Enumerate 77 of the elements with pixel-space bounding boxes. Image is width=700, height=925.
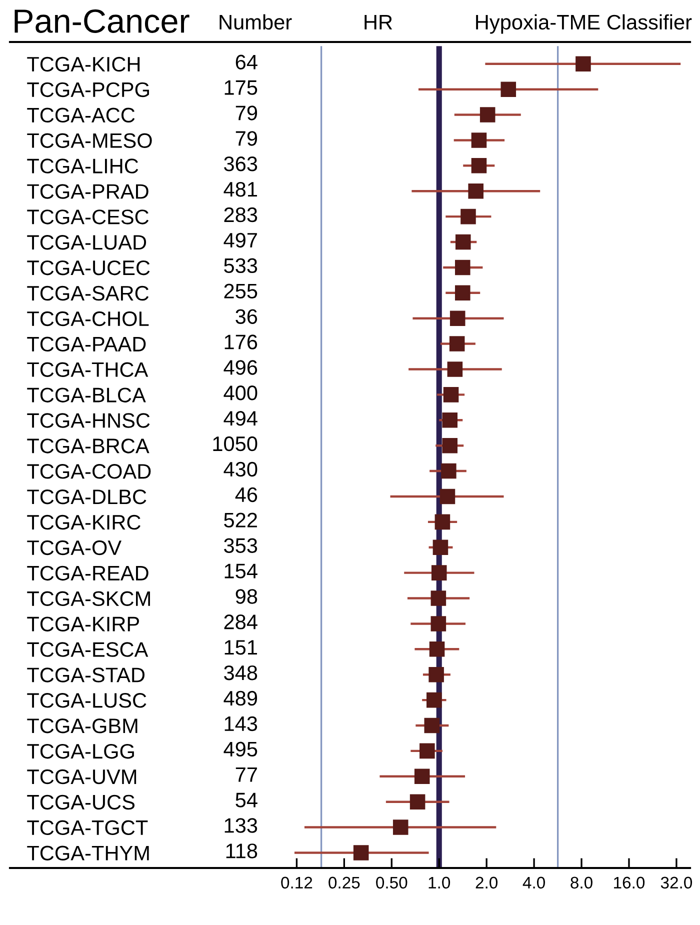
y2-tick-label: 175 — [224, 80, 258, 95]
chart-title: Hypoxia-TME Classifier — [476, 14, 692, 34]
y2-tick-label: 79 — [236, 106, 258, 120]
y2-tick-label: 348 — [224, 665, 258, 680]
x-tick-label: 32.0 — [660, 876, 692, 889]
y-tick-label: TCGA-KIRP — [27, 616, 139, 632]
x-tick-label: 2.0 — [476, 876, 498, 889]
y-tick-label: TCGA-DLBC — [27, 489, 146, 504]
y-tick-label: TCGA-LGG — [27, 744, 134, 759]
y-tick-label: TCGA-BRCA — [27, 438, 150, 454]
y2-tick-label: 54 — [236, 792, 258, 808]
y-tick-label: TCGA-BLCA — [27, 388, 146, 402]
y-tick-label: TCGA-KICH — [27, 56, 140, 72]
y2-tick-label: 283 — [224, 207, 258, 222]
y-tick-label: TCGA-UCEC — [27, 260, 150, 276]
y2-tick-label: 79 — [236, 131, 258, 146]
y-tick-label: TCGA-UVM — [27, 769, 136, 784]
y2-tick-label: 497 — [224, 232, 257, 248]
x-tick-label: 1.0 — [428, 876, 450, 889]
y-tick-label: TCGA-OV — [27, 540, 122, 556]
y-tick-label: TCGA-ESCA — [27, 642, 148, 657]
y-axis-title: Pan-Cancer — [14, 9, 190, 33]
y2-tick-label: 143 — [224, 716, 258, 732]
y2-tick-label: 284 — [224, 614, 258, 630]
y-tick-label: TCGA-COAD — [27, 464, 151, 479]
y2-axis-title: Number — [220, 14, 292, 30]
y-tick-label: TCGA-PRAD — [27, 184, 148, 199]
y2-tick-label: 400 — [224, 386, 258, 400]
y2-tick-label: 494 — [224, 410, 258, 426]
y-tick-label: TCGA-GBM — [27, 718, 138, 734]
y2-tick-label: 363 — [224, 156, 258, 172]
y2-tick-label: 1050 — [213, 436, 258, 452]
y2-tick-label: 522 — [224, 512, 257, 528]
y-tick-label: TCGA-SARC — [27, 286, 149, 301]
y-tick-label: TCGA-THYM — [27, 846, 149, 860]
y2-tick-label: 118 — [226, 844, 258, 858]
y-tick-label: TCGA-LIHC — [27, 158, 138, 174]
y2-tick-label: 176 — [224, 334, 258, 350]
y-tick-label: TCGA-PCPG — [27, 82, 149, 98]
y2-tick-label: 430 — [224, 462, 258, 477]
y-tick-label: TCGA-CESC — [27, 210, 149, 224]
y2-tick-label: 255 — [224, 284, 258, 298]
x-tick-label: 8.0 — [570, 876, 592, 889]
y2-tick-label: 46 — [235, 487, 258, 502]
x-tick-label: 0.25 — [328, 876, 360, 889]
y2-tick-label: 98 — [236, 589, 258, 604]
y-tick-label: TCGA-UCS — [27, 794, 135, 810]
y2-tick-label: 489 — [224, 690, 258, 706]
y2-tick-label: 133 — [224, 818, 258, 833]
y-tick-label: TCGA-MESO — [27, 133, 152, 148]
y2-tick-label: 77 — [236, 767, 257, 782]
x-tick-label: 16.0 — [614, 876, 645, 889]
y2-tick-label: 481 — [224, 182, 257, 197]
y-tick-label: TCGA-THCA — [27, 362, 148, 377]
y-tick-label: TCGA-READ — [27, 566, 148, 581]
y2-tick-label: 151 — [224, 640, 257, 655]
x-tick-label: 0.12 — [281, 876, 312, 889]
x-tick-label: 0.50 — [376, 876, 408, 889]
y-tick-label: TCGA-LUAD — [27, 235, 146, 250]
y2-tick-label: 353 — [224, 538, 258, 553]
x-tick-label: 4.0 — [522, 876, 545, 889]
y-tick-label: TCGA-KIRC — [27, 514, 140, 530]
y-tick-label: TCGA-LUSC — [27, 693, 146, 708]
y2-tick-label: 154 — [224, 564, 258, 578]
y-tick-label: TCGA-CHOL — [27, 311, 149, 326]
y2-tick-label: 64 — [236, 54, 258, 70]
y-tick-label: TCGA-TGCT — [27, 820, 148, 836]
y-tick-label: TCGA-PAAD — [27, 336, 146, 352]
y-tick-label: TCGA-SKCM — [27, 591, 150, 606]
y-tick-label: TCGA-STAD — [27, 668, 145, 682]
y2-tick-label: 495 — [224, 742, 258, 757]
y2-tick-label: 533 — [224, 258, 258, 274]
y-tick-label: TCGA-ACC — [27, 108, 135, 123]
x-axis-title: HR — [364, 15, 392, 30]
y2-tick-label: 36 — [236, 309, 258, 324]
y-tick-label: TCGA-HNSC — [27, 413, 150, 428]
y2-tick-label: 496 — [224, 360, 258, 375]
